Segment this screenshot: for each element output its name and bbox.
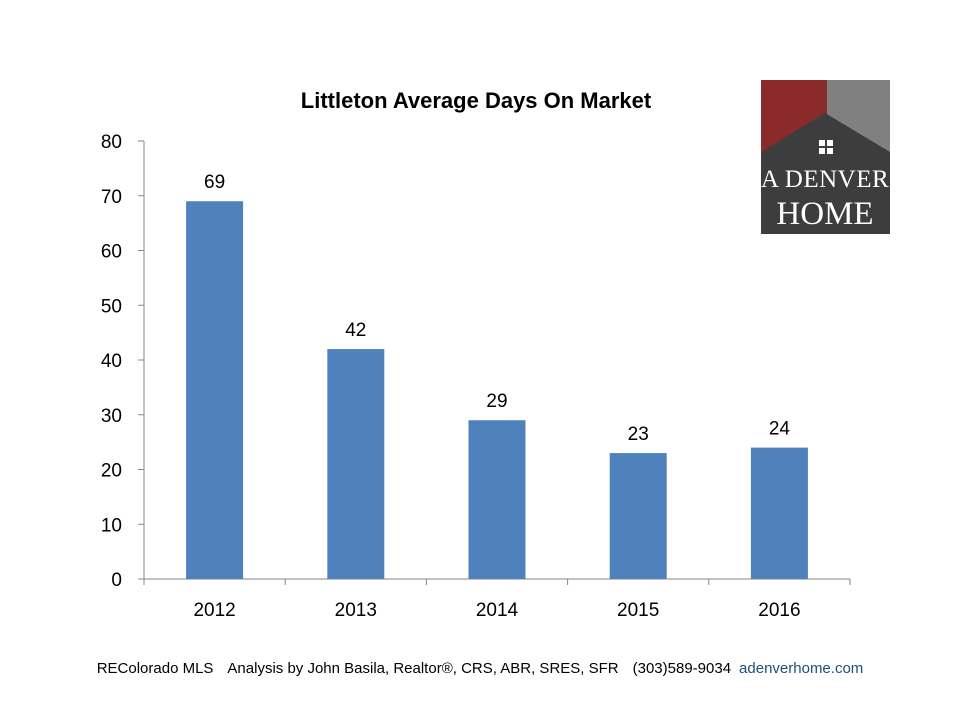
data-label-2014: 29 <box>486 391 507 412</box>
x-axis: 2012 2013 2014 2015 2016 <box>143 578 851 621</box>
bars <box>186 201 808 579</box>
logo-line1: A DENVER <box>761 166 889 193</box>
footer: REColorado MLS Analysis by John Basila, R… <box>0 660 960 677</box>
bar-2013 <box>327 349 385 579</box>
data-label-2015: 23 <box>628 424 649 445</box>
y-tick-label: 0 <box>111 570 122 591</box>
y-tick-label: 80 <box>101 132 122 153</box>
chart-title: Littleton Average Days On Market <box>301 88 652 113</box>
x-tick-label-2015: 2015 <box>617 600 659 621</box>
logo-house-roof-icon <box>761 113 890 234</box>
logo-line2: HOME <box>776 196 873 232</box>
logo-window-icon <box>819 140 833 154</box>
chart: Littleton Average Days On Market 0 10 20 30… <box>101 80 890 621</box>
y-tick-label: 40 <box>101 351 122 372</box>
y-tick-label: 30 <box>101 406 122 427</box>
a-denver-home-logo: A DENVER HOME <box>761 80 890 234</box>
data-label-2016: 24 <box>769 419 791 440</box>
y-tick-label: 70 <box>101 187 122 208</box>
bar-2015 <box>609 453 667 579</box>
footer-phone: (303)589-9034 <box>632 660 732 677</box>
data-label-2013: 42 <box>345 320 366 341</box>
footer-source: REColorado MLS <box>96 660 214 677</box>
y-tick-label: 10 <box>101 515 122 536</box>
bar-2016 <box>750 447 808 579</box>
bar-2014 <box>468 420 526 579</box>
y-tick-label: 20 <box>101 461 122 482</box>
y-tick-label: 50 <box>101 296 122 317</box>
data-labels: 69 42 29 23 24 <box>204 172 790 445</box>
y-axis: 0 10 20 30 40 50 60 70 80 <box>101 132 145 591</box>
x-tick-label-2016: 2016 <box>758 600 800 621</box>
x-tick-label-2014: 2014 <box>476 600 519 621</box>
data-label-2012: 69 <box>204 172 225 193</box>
x-tick-label-2013: 2013 <box>335 600 377 621</box>
footer-website-link[interactable]: adenverhome.com <box>739 660 864 677</box>
x-tick-label-2012: 2012 <box>193 600 235 621</box>
y-tick-label: 60 <box>101 242 122 263</box>
footer-analysis: Analysis by John Basila, Realtor®, CRS, … <box>227 660 619 677</box>
bar-2012 <box>186 201 244 579</box>
